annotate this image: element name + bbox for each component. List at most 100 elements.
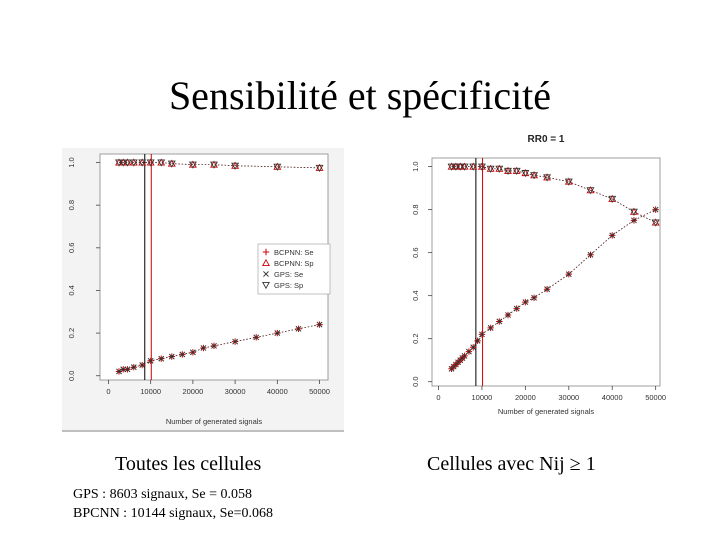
data-point xyxy=(211,342,217,349)
x-axis-label: Number of generated signals xyxy=(166,417,263,426)
data-point xyxy=(477,163,486,171)
data-point xyxy=(512,167,521,176)
data-point xyxy=(189,349,196,356)
data-point xyxy=(130,364,137,371)
data-point xyxy=(295,325,302,332)
data-point xyxy=(447,163,456,171)
x-tick-label: 10000 xyxy=(140,387,161,396)
data-point xyxy=(479,331,485,338)
data-point xyxy=(513,305,520,312)
data-point xyxy=(232,338,239,345)
data-point xyxy=(231,162,240,170)
x-tick-label: 40000 xyxy=(602,393,623,402)
legend-label: GPS: Sp xyxy=(274,281,303,290)
y-tick-label: 1.0 xyxy=(411,161,420,171)
data-point xyxy=(587,251,594,258)
data-point xyxy=(651,219,660,227)
data-point xyxy=(120,366,127,373)
y-tick-label: 0.8 xyxy=(411,204,420,214)
y-tick-label: 0.2 xyxy=(411,333,420,343)
data-point xyxy=(188,161,197,169)
legend-marker xyxy=(263,271,269,277)
slide-title: Sensibilité et spécificité xyxy=(168,73,552,118)
x-tick-label: 50000 xyxy=(645,393,666,402)
data-point xyxy=(119,159,128,167)
data-point xyxy=(652,206,659,213)
data-point xyxy=(115,159,123,167)
data-point xyxy=(138,159,147,167)
data-point xyxy=(522,299,529,306)
x-tick-label: 10000 xyxy=(472,393,493,402)
data-point xyxy=(470,344,477,351)
x-tick-label: 30000 xyxy=(225,387,246,396)
data-point xyxy=(456,163,465,171)
x-axis-label: Number of generated signals xyxy=(498,407,595,416)
note-bpcnn-signals: BPCNN : 10144 signaux, Se=0.068 xyxy=(73,506,274,521)
y-tick-label: 0.4 xyxy=(67,285,76,295)
data-point xyxy=(505,312,511,318)
legend-box xyxy=(257,243,331,295)
data-point xyxy=(167,160,176,168)
chart-cells-nij-ge-1: RR0 = 1 0.0 0.2 0.4 0.6 0.8 1.0 0 10000 20000 3000… xyxy=(411,134,666,416)
data-point xyxy=(124,366,131,373)
data-point xyxy=(531,294,537,301)
data-point xyxy=(495,165,504,173)
series-line xyxy=(119,162,320,169)
data-point xyxy=(210,161,218,169)
data-point xyxy=(253,334,260,341)
chart-all-cells: 0.0 0.2 0.4 0.6 0.8 1.0 0 10000 20000 30000 40000 5… xyxy=(62,148,344,432)
legend-marker xyxy=(262,248,270,256)
data-point xyxy=(461,352,468,359)
y-tick-label: 0.6 xyxy=(411,247,420,257)
series-line xyxy=(451,166,656,223)
y-tick-label: 0.6 xyxy=(67,243,76,253)
x-tick-label: 50000 xyxy=(309,387,330,396)
data-point xyxy=(273,163,282,171)
x-tick-label: 0 xyxy=(436,393,440,402)
data-point xyxy=(586,187,595,195)
data-point xyxy=(629,208,638,216)
data-point xyxy=(200,345,207,351)
data-point xyxy=(451,163,460,171)
x-tick-label: 40000 xyxy=(267,387,288,396)
data-point xyxy=(608,195,617,203)
data-point xyxy=(158,355,165,362)
data-point xyxy=(565,271,572,278)
data-point xyxy=(564,178,573,186)
data-point xyxy=(168,353,175,360)
y-tick-label: 0.2 xyxy=(67,328,76,338)
x-tick-label: 30000 xyxy=(558,393,579,402)
data-point xyxy=(129,159,138,167)
data-point xyxy=(469,163,478,171)
legend-marker xyxy=(262,258,270,267)
data-point xyxy=(146,159,155,167)
data-point xyxy=(631,217,637,224)
chart-title: RR0 = 1 xyxy=(528,134,565,145)
caption-all-cells: Toutes les cellules xyxy=(115,453,262,475)
data-point xyxy=(466,348,472,355)
x-tick-label: 20000 xyxy=(515,393,536,402)
data-point xyxy=(147,357,154,364)
data-point xyxy=(116,368,122,375)
y-tick-label: 0.0 xyxy=(67,371,76,381)
data-point xyxy=(315,164,324,172)
caption-cells-nij: Cellules avec Nij ≥ 1 xyxy=(427,453,596,475)
y-tick-label: 0.8 xyxy=(67,200,76,210)
legend-label: BCPNN: Se xyxy=(274,248,314,257)
plot-area xyxy=(431,157,661,387)
data-point xyxy=(544,286,550,293)
data-point xyxy=(530,172,539,180)
data-point xyxy=(316,321,323,328)
x-tick-label: 0 xyxy=(106,387,110,396)
data-point xyxy=(123,159,132,167)
data-point xyxy=(474,337,481,344)
data-point xyxy=(179,351,186,358)
data-point xyxy=(543,174,552,182)
data-point xyxy=(504,167,512,176)
y-tick-label: 1.0 xyxy=(67,157,76,167)
data-point xyxy=(460,163,469,171)
legend-label: GPS: Se xyxy=(274,270,303,279)
data-point xyxy=(274,330,281,337)
data-point xyxy=(487,325,494,331)
y-tick-label: 0.4 xyxy=(411,290,420,300)
